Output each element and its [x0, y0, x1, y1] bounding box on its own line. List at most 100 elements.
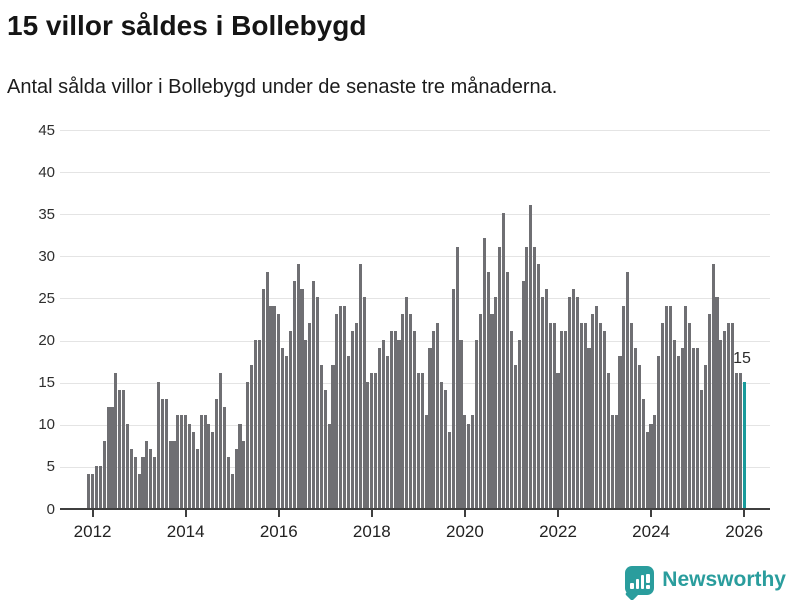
bar	[509, 331, 513, 508]
bar	[118, 390, 122, 508]
bar	[242, 440, 246, 508]
bar	[474, 339, 479, 508]
y-axis-tick-label: 40	[38, 163, 55, 181]
bar	[288, 331, 292, 508]
bar	[653, 415, 657, 508]
bar	[168, 440, 172, 508]
page-title: 15 villor såldes i Bollebygd	[7, 10, 367, 41]
x-axis-tick	[557, 510, 559, 517]
bar	[548, 322, 552, 508]
bar	[180, 415, 184, 508]
x-axis-tick-label: 2022	[539, 522, 577, 541]
bar	[556, 373, 560, 508]
bar	[622, 305, 626, 508]
bar	[525, 246, 529, 508]
bar	[633, 347, 638, 508]
y-axis-tick-label: 45	[38, 121, 55, 139]
highlighted-bar	[742, 381, 746, 508]
bar	[583, 322, 587, 508]
bar	[110, 406, 114, 508]
bar	[424, 415, 428, 508]
bar	[560, 331, 564, 508]
bar	[711, 263, 715, 508]
x-axis-tick	[184, 510, 187, 517]
x-axis-tick	[277, 510, 280, 517]
bar	[327, 423, 331, 508]
bar	[378, 347, 382, 508]
bar	[335, 314, 339, 508]
x-axis-tick-label: 2014	[166, 522, 205, 541]
bar	[727, 322, 731, 508]
bar	[443, 390, 448, 508]
bar	[207, 423, 211, 508]
bar	[688, 322, 692, 508]
bar	[261, 289, 265, 508]
bar	[734, 373, 738, 508]
bar	[199, 415, 203, 508]
bar	[641, 398, 645, 508]
bar	[300, 289, 304, 508]
bar	[428, 347, 432, 508]
y-axis-tick-label: 25	[38, 289, 55, 307]
bar	[696, 347, 700, 508]
bar	[253, 339, 258, 508]
bar	[471, 415, 475, 508]
x-axis-tick	[463, 510, 466, 517]
bar	[149, 449, 153, 508]
x-axis-tick	[91, 510, 94, 517]
bar	[436, 322, 440, 508]
bar	[114, 373, 118, 508]
bar	[312, 280, 316, 508]
bar	[564, 331, 568, 508]
bar	[211, 432, 215, 508]
bar	[529, 204, 533, 508]
bar	[203, 415, 207, 508]
bar	[537, 263, 541, 508]
bar	[156, 381, 161, 508]
bar	[490, 314, 494, 508]
bar	[250, 364, 254, 508]
bar	[618, 356, 622, 508]
bar	[730, 322, 734, 508]
bar	[304, 339, 308, 508]
bar	[672, 339, 676, 508]
bar	[273, 305, 277, 508]
bar	[676, 356, 680, 508]
bar	[447, 432, 451, 508]
bar	[219, 373, 223, 508]
bar	[176, 415, 180, 508]
bar	[277, 314, 281, 508]
page-subtitle: Antal sålda villor i Bollebygd under de …	[7, 76, 558, 98]
bar	[502, 213, 506, 508]
bar	[354, 322, 358, 508]
bar	[505, 272, 510, 508]
bar	[389, 331, 393, 508]
bar	[94, 465, 99, 508]
bar	[719, 339, 723, 508]
bar	[145, 440, 149, 508]
x-axis-tick-label: 2016	[259, 522, 298, 541]
bar	[393, 331, 397, 508]
bar	[133, 457, 137, 508]
bar	[397, 339, 401, 508]
bar	[540, 297, 544, 508]
gridline	[60, 256, 770, 258]
bar	[87, 474, 91, 508]
bar	[680, 347, 684, 508]
bar	[459, 339, 463, 508]
bar	[222, 406, 226, 508]
bar	[98, 465, 102, 508]
bar	[323, 390, 327, 508]
bar	[153, 457, 157, 508]
newsworthy-logo[interactable]: Newsworthy	[625, 562, 786, 600]
bar	[602, 331, 607, 508]
y-axis-tick-label: 15	[38, 374, 55, 392]
bar	[191, 432, 195, 508]
bar	[343, 305, 347, 508]
bar	[517, 339, 521, 508]
y-axis-tick-label: 10	[38, 416, 55, 434]
bar	[579, 322, 583, 508]
bar	[308, 322, 312, 508]
bar	[664, 305, 669, 508]
bar	[707, 314, 711, 508]
